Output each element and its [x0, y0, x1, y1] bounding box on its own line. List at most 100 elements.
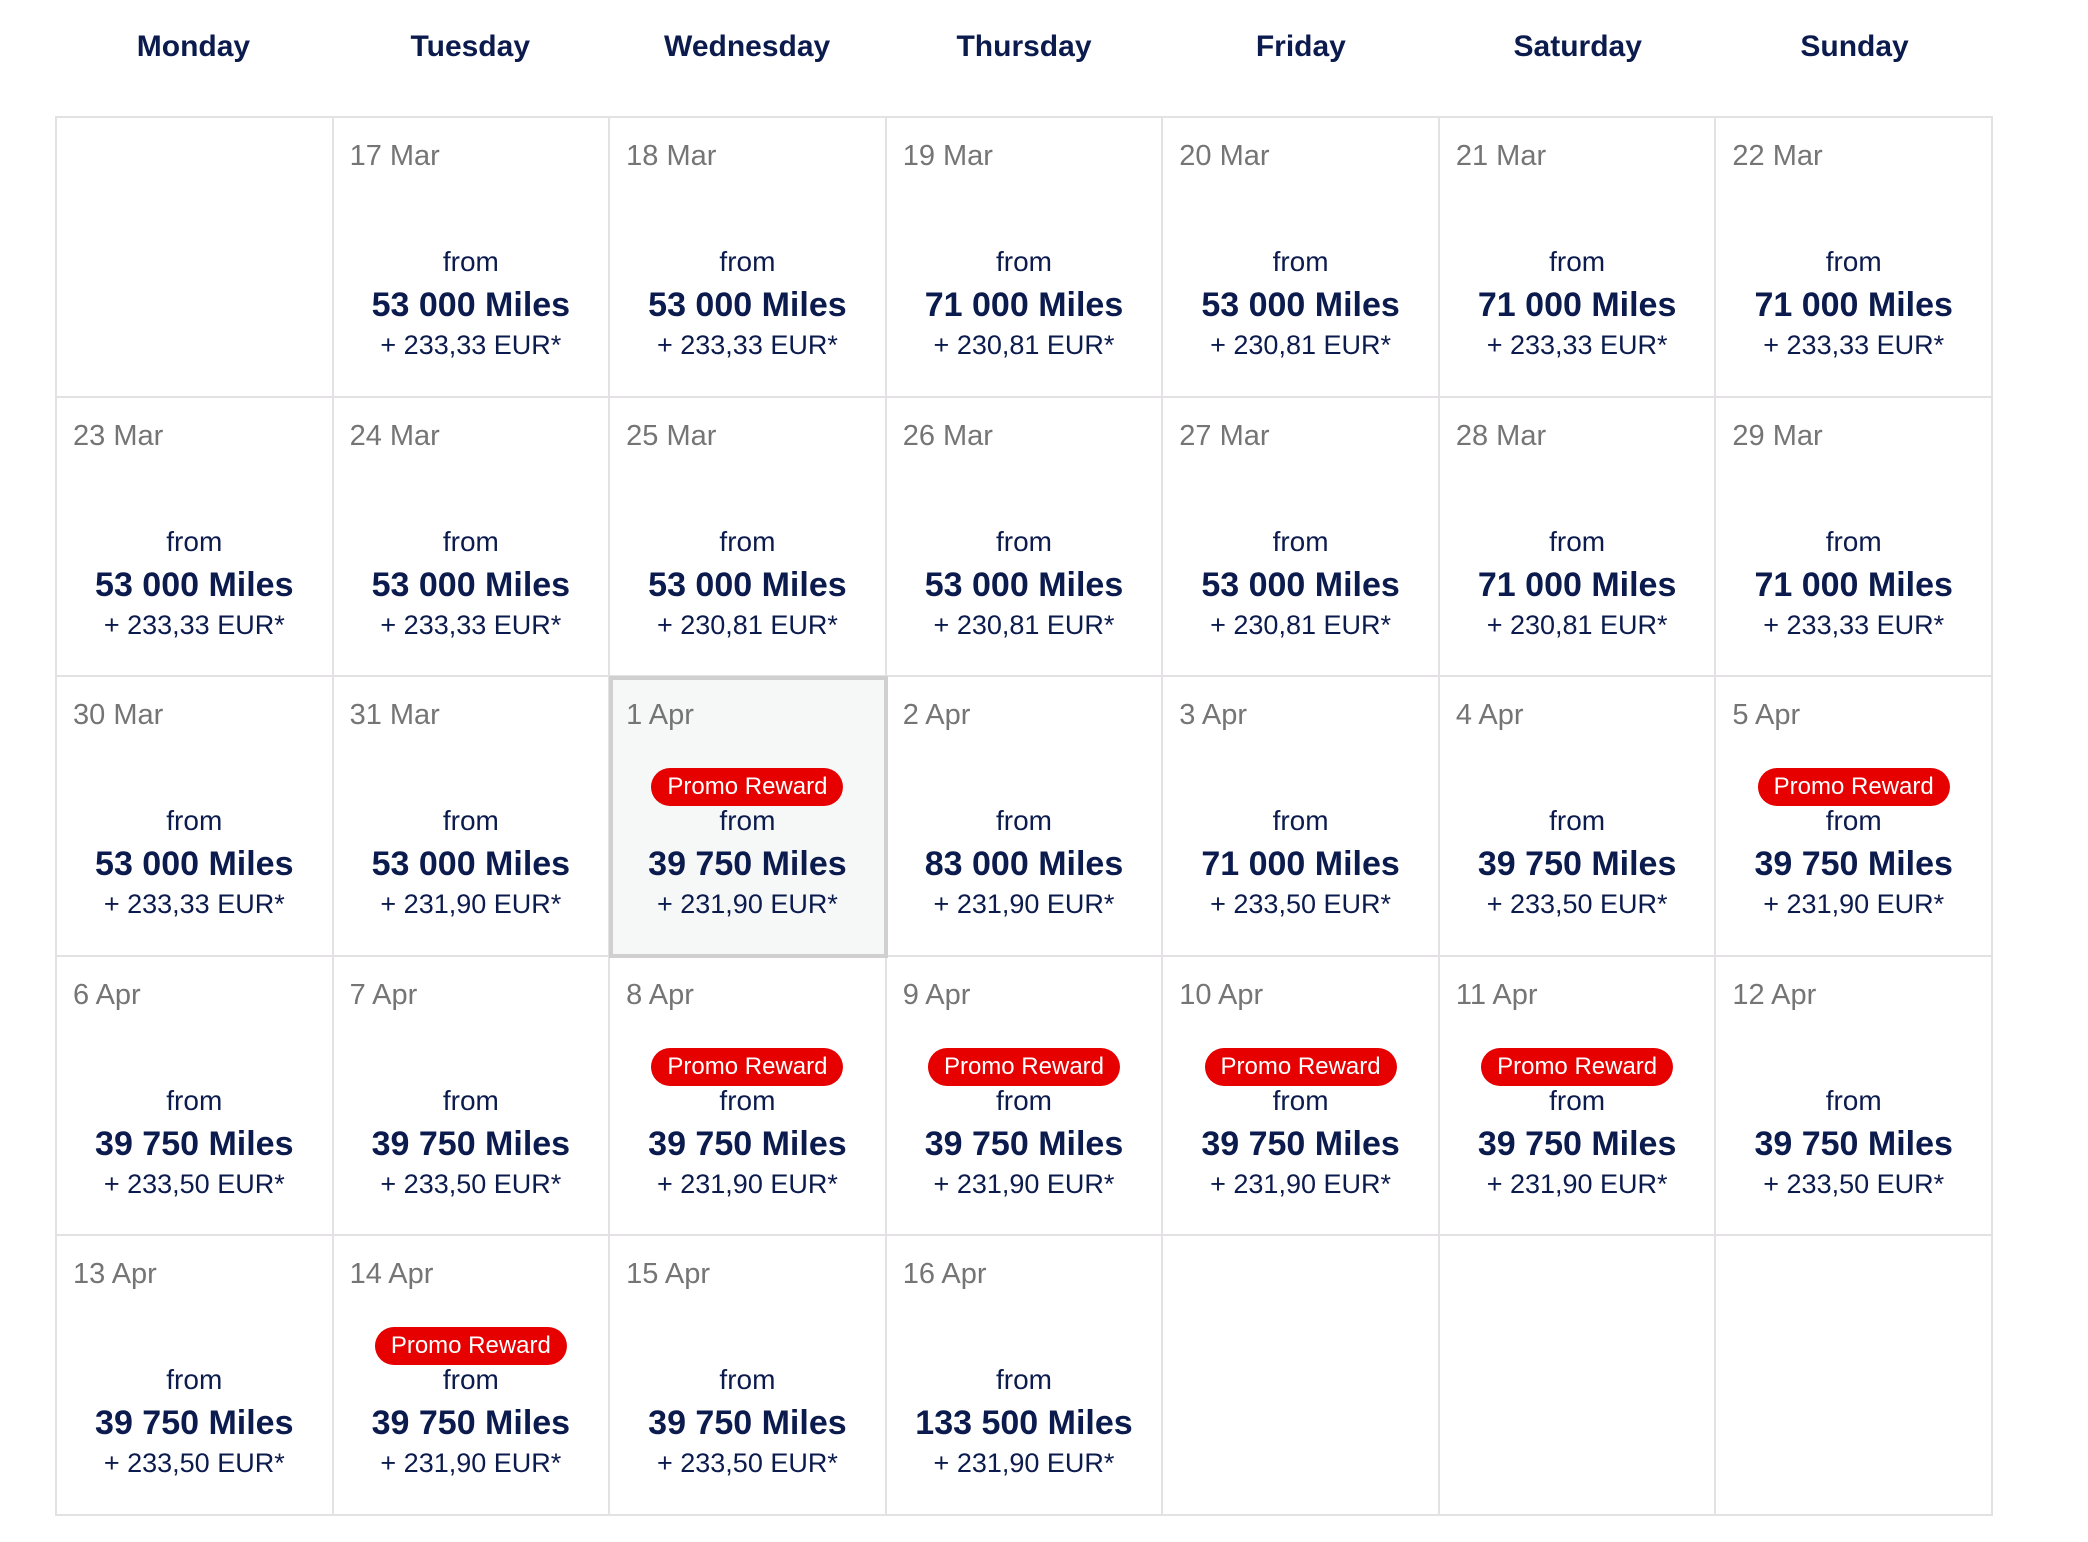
day-cell[interactable]: 20 Mar from 53 000 Miles + 230,81 EUR*	[1163, 118, 1440, 398]
eur-surcharge: + 233,50 EUR*	[1763, 1168, 1945, 1199]
day-date: 24 Mar	[349, 419, 440, 452]
day-date: 29 Mar	[1732, 419, 1823, 452]
miles-price: 39 750 Miles	[371, 1404, 571, 1443]
day-cell[interactable]: 7 Apr from 39 750 Miles + 233,50 EUR*	[333, 956, 611, 1237]
day-date: 4 Apr	[1455, 699, 1524, 732]
miles-price: 39 750 Miles	[1477, 1124, 1677, 1163]
eur-surcharge: + 233,33 EUR*	[1763, 609, 1945, 640]
day-cell[interactable]: 23 Mar from 53 000 Miles + 233,33 EUR*	[57, 397, 334, 678]
eur-surcharge: + 231,90 EUR*	[380, 889, 562, 920]
eur-surcharge: + 233,33 EUR*	[103, 609, 285, 640]
day-date: 21 Mar	[1455, 140, 1547, 172]
day-date: 28 Mar	[1455, 419, 1547, 452]
day-cell[interactable]: 25 Mar from 53 000 Miles + 230,81 EUR*	[610, 397, 887, 678]
from-label: from	[1549, 246, 1606, 277]
day-date: 20 Mar	[1179, 140, 1270, 172]
promo-reward-badge: Promo Reward	[1204, 1047, 1397, 1086]
miles-price: 71 000 Miles	[924, 286, 1124, 324]
eur-surcharge: + 233,50 EUR*	[1210, 889, 1391, 920]
day-date: 11 Apr	[1455, 978, 1538, 1011]
day-cell[interactable]: 9 Apr Promo Reward from 39 750 Miles + 231,9…	[886, 956, 1164, 1237]
day-cell[interactable]: 29 Mar from 71 000 Miles + 233,33 EUR*	[1716, 397, 1993, 678]
from-label: from	[1272, 805, 1329, 837]
miles-price: 39 750 Miles	[648, 1404, 847, 1443]
day-cell[interactable]: 1 Apr Promo Reward from 39 750 Miles + 231,9…	[609, 676, 888, 958]
miles-price: 71 000 Miles	[1754, 286, 1953, 324]
from-label: from	[719, 1084, 776, 1116]
from-label: from	[1825, 525, 1882, 557]
promo-reward-badge: Promo Reward	[651, 1047, 844, 1086]
day-date: 9 Apr	[902, 978, 971, 1011]
day-cell[interactable]: 3 Apr from 71 000 Miles + 233,50 EUR*	[1163, 677, 1440, 957]
from-label: from	[1549, 805, 1606, 837]
from-label: from	[1549, 525, 1606, 557]
day-cell[interactable]: 19 Mar from 71 000 Miles + 230,81 EUR*	[886, 118, 1164, 398]
miles-price: 39 750 Miles	[1477, 845, 1677, 884]
day-cell[interactable]: 13 Apr from 39 750 Miles + 233,50 EUR*	[57, 1236, 334, 1516]
miles-price: 39 750 Miles	[95, 1404, 294, 1443]
day-cell[interactable]: 21 Mar from 71 000 Miles + 233,33 EUR*	[1439, 118, 1717, 398]
from-label: from	[1825, 246, 1882, 277]
day-date: 3 Apr	[1179, 699, 1247, 732]
eur-surcharge: + 231,90 EUR*	[1486, 1168, 1668, 1199]
day-date: 8 Apr	[626, 978, 694, 1011]
eur-surcharge: + 230,81 EUR*	[933, 330, 1115, 360]
day-cell[interactable]: 18 Mar from 53 000 Miles + 233,33 EUR*	[610, 118, 887, 398]
promo-reward-badge: Promo Reward	[1757, 768, 1950, 807]
miles-price: 53 000 Miles	[924, 565, 1124, 604]
day-cell[interactable]: 15 Apr from 39 750 Miles + 233,50 EUR*	[610, 1236, 887, 1516]
miles-price: 39 750 Miles	[1201, 1124, 1400, 1163]
day-cell[interactable]: 14 Apr Promo Reward from 39 750 Miles + 231,…	[333, 1236, 611, 1516]
day-date: 16 Apr	[902, 1258, 987, 1291]
eur-surcharge: + 231,90 EUR*	[380, 1448, 562, 1479]
day-cell[interactable]: 26 Mar from 53 000 Miles + 230,81 EUR*	[886, 397, 1164, 678]
eur-surcharge: + 233,33 EUR*	[1486, 330, 1668, 360]
day-cell[interactable]: 28 Mar from 71 000 Miles + 230,81 EUR*	[1439, 397, 1717, 678]
promo-reward-badge: Promo Reward	[651, 768, 844, 807]
day-cell[interactable]: 4 Apr from 39 750 Miles + 233,50 EUR*	[1439, 677, 1717, 957]
day-cell[interactable]: 8 Apr Promo Reward from 39 750 Miles + 231,9…	[610, 956, 887, 1237]
day-date: 12 Apr	[1732, 978, 1817, 1011]
day-date: 5 Apr	[1732, 699, 1801, 732]
miles-price: 53 000 Miles	[95, 565, 294, 604]
day-cell[interactable]: 22 Mar from 71 000 Miles + 233,33 EUR*	[1716, 118, 1993, 398]
miles-price: 53 000 Miles	[648, 565, 847, 604]
eur-surcharge: + 231,90 EUR*	[933, 1168, 1115, 1199]
day-date: 26 Mar	[902, 419, 993, 452]
day-cell[interactable]: 12 Apr from 39 750 Miles + 233,50 EUR*	[1716, 956, 1993, 1237]
eur-surcharge: + 233,50 EUR*	[380, 1168, 562, 1199]
weekday-saturday: Saturday	[1513, 30, 1642, 63]
eur-surcharge: + 230,81 EUR*	[656, 609, 838, 640]
day-date: 30 Mar	[73, 699, 164, 732]
from-label: from	[995, 246, 1052, 277]
day-cell[interactable]: 11 Apr Promo Reward from 39 750 Miles + 231,…	[1439, 956, 1717, 1237]
miles-price: 53 000 Miles	[95, 845, 294, 884]
eur-surcharge: + 230,81 EUR*	[1210, 609, 1391, 640]
from-label: from	[166, 1084, 223, 1116]
day-cell[interactable]: 31 Mar from 53 000 Miles + 231,90 EUR*	[333, 677, 611, 957]
day-cell[interactable]: 10 Apr Promo Reward from 39 750 Miles + 231,…	[1163, 956, 1440, 1237]
day-cell[interactable]: 2 Apr from 83 000 Miles + 231,90 EUR*	[886, 677, 1164, 957]
from-label: from	[1272, 246, 1329, 277]
eur-surcharge: + 233,33 EUR*	[1763, 330, 1945, 360]
eur-surcharge: + 231,90 EUR*	[656, 889, 838, 920]
day-date: 31 Mar	[349, 699, 440, 732]
empty-day-cell	[57, 118, 334, 398]
day-cell[interactable]: 30 Mar from 53 000 Miles + 233,33 EUR*	[57, 677, 334, 957]
from-label: from	[1825, 1084, 1882, 1116]
miles-price: 39 750 Miles	[648, 1124, 847, 1163]
day-cell[interactable]: 6 Apr from 39 750 Miles + 233,50 EUR*	[57, 956, 334, 1237]
day-date: 22 Mar	[1732, 140, 1823, 172]
day-cell[interactable]: 16 Apr from 133 500 Miles + 231,90 EUR*	[886, 1236, 1164, 1516]
eur-surcharge: + 233,33 EUR*	[656, 330, 838, 360]
promo-reward-badge: Promo Reward	[1481, 1047, 1674, 1086]
day-cell[interactable]: 5 Apr Promo Reward from 39 750 Miles + 231,9…	[1716, 677, 1993, 957]
from-label: from	[442, 1084, 499, 1116]
day-cell[interactable]: 27 Mar from 53 000 Miles + 230,81 EUR*	[1163, 397, 1440, 678]
miles-price: 71 000 Miles	[1754, 565, 1953, 604]
weekday-header: Monday Tuesday Wednesday Thursday Friday Satu…	[55, 30, 1993, 64]
eur-surcharge: + 230,81 EUR*	[933, 609, 1115, 640]
day-cell[interactable]: 17 Mar from 53 000 Miles + 233,33 EUR*	[333, 118, 611, 398]
day-cell[interactable]: 24 Mar from 53 000 Miles + 233,33 EUR*	[333, 397, 611, 678]
miles-price: 71 000 Miles	[1201, 845, 1400, 884]
